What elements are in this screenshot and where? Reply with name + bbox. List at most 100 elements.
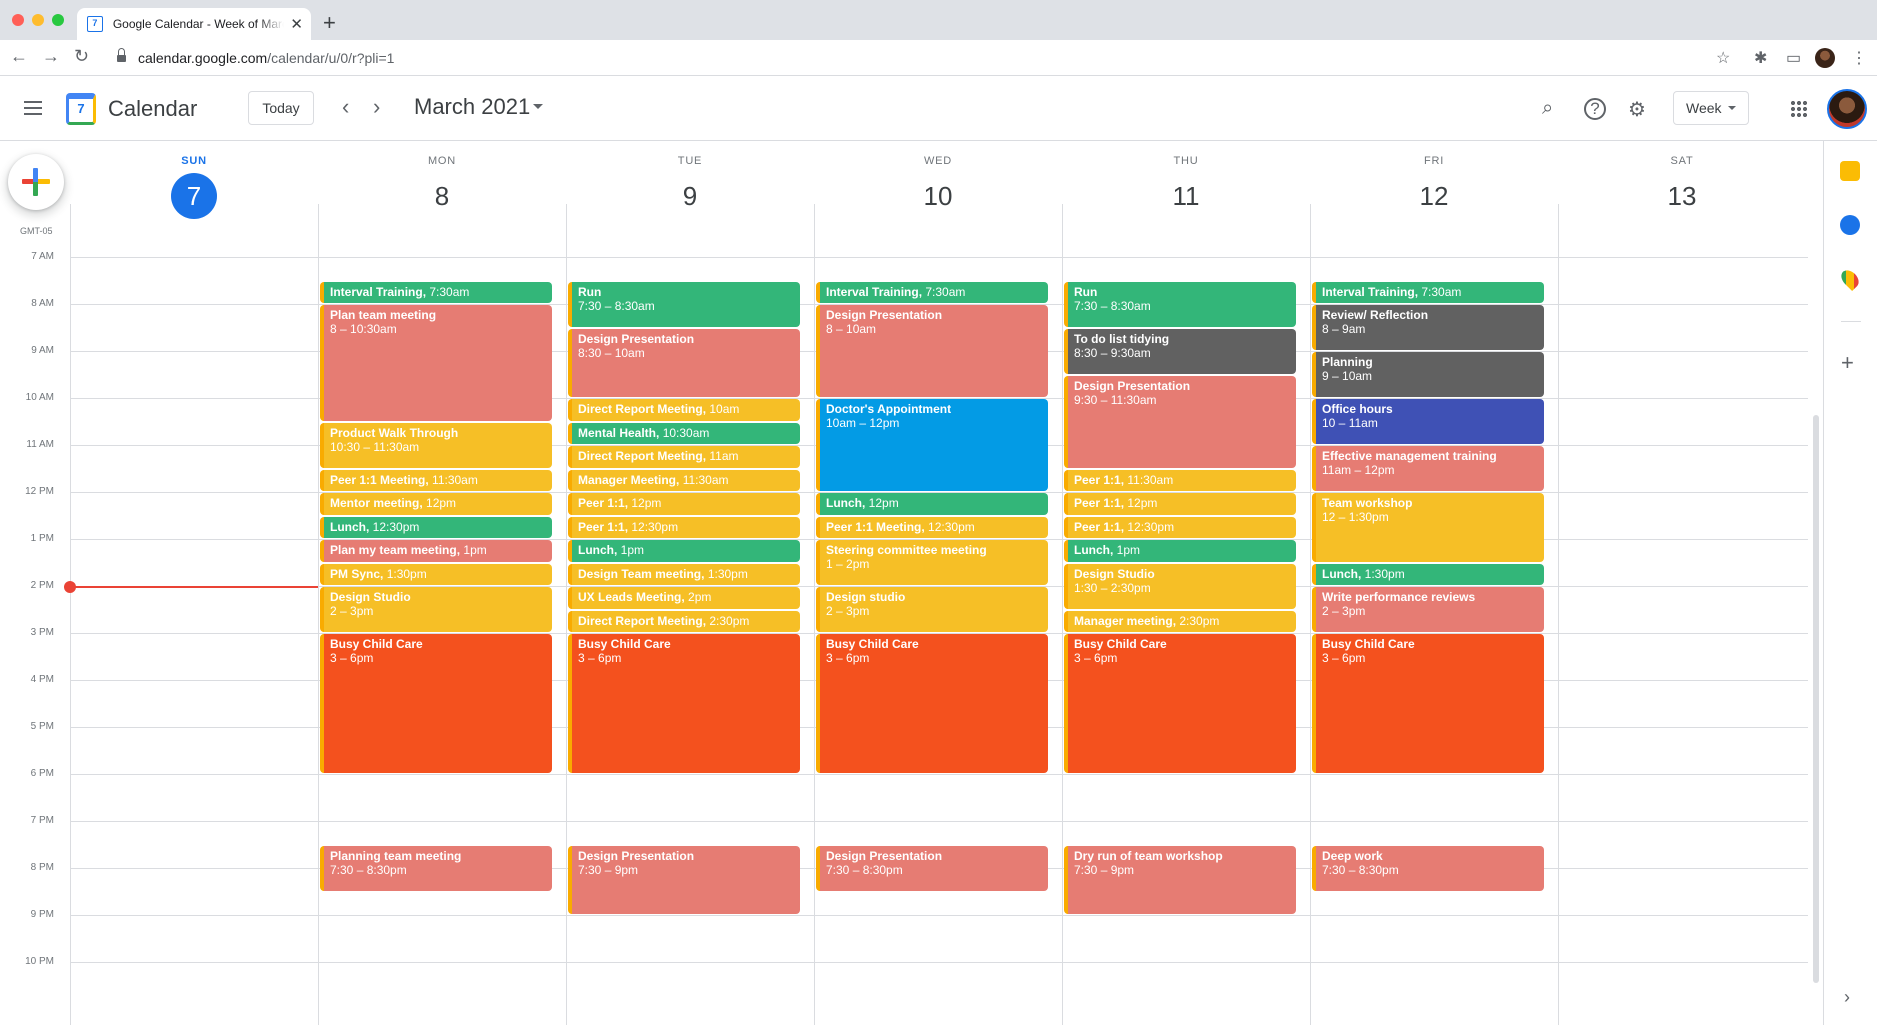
calendar-event[interactable]: Product Walk Through 10:30 – 11:30am bbox=[320, 422, 552, 468]
calendar-event[interactable]: Deep work 7:30 – 8:30pm bbox=[1312, 845, 1544, 891]
day-header-thu[interactable]: THU 11 bbox=[1062, 155, 1310, 219]
calendar-event[interactable]: Mental Health, 10:30am bbox=[568, 422, 800, 445]
calendar-event[interactable]: Manager Meeting, 11:30am bbox=[568, 469, 800, 492]
help-icon[interactable]: ? bbox=[1584, 98, 1606, 120]
calendar-event[interactable]: Design Team meeting, 1:30pm bbox=[568, 563, 800, 586]
window-close-button[interactable] bbox=[12, 14, 24, 26]
calendar-event[interactable]: Lunch, 1pm bbox=[1064, 540, 1296, 562]
forward-icon[interactable]: → bbox=[42, 46, 60, 66]
day-number[interactable]: 13 bbox=[1667, 181, 1697, 211]
back-icon[interactable]: ← bbox=[10, 46, 28, 66]
calendar-event[interactable]: Busy Child Care 3 – 6pm bbox=[816, 634, 1048, 774]
calendar-event[interactable]: Planning 9 – 10am bbox=[1312, 352, 1544, 398]
calendar-event[interactable]: Office hours 10 – 11am bbox=[1312, 399, 1544, 445]
calendar-event[interactable]: Interval Training, 7:30am bbox=[816, 281, 1048, 304]
calendar-event[interactable]: Busy Child Care 3 – 6pm bbox=[568, 634, 800, 774]
cast-icon[interactable]: ▭ bbox=[1786, 50, 1802, 67]
day-header-sun[interactable]: SUN 7 bbox=[70, 155, 318, 219]
calendar-event[interactable]: Mentor meeting, 12pm bbox=[320, 493, 552, 515]
calendar-event[interactable]: Peer 1:1, 12:30pm bbox=[568, 516, 800, 539]
calendar-event[interactable]: Busy Child Care 3 – 6pm bbox=[1312, 634, 1544, 774]
calendar-event[interactable]: Design Presentation 8 – 10am bbox=[816, 305, 1048, 398]
month-label[interactable]: March 2021 bbox=[414, 94, 531, 119]
today-button[interactable]: Today bbox=[248, 91, 314, 125]
day-number[interactable]: 10 bbox=[923, 181, 953, 211]
calendar-event[interactable]: Write performance reviews 2 – 3pm bbox=[1312, 587, 1544, 633]
calendar-event[interactable]: Manager meeting, 2:30pm bbox=[1064, 610, 1296, 633]
calendar-event[interactable]: Planning team meeting 7:30 – 8:30pm bbox=[320, 845, 552, 891]
calendar-event[interactable]: Peer 1:1 Meeting, 12:30pm bbox=[816, 516, 1048, 539]
calendar-event[interactable]: Peer 1:1 Meeting, 11:30am bbox=[320, 469, 552, 492]
calendar-event[interactable]: Peer 1:1, 11:30am bbox=[1064, 469, 1296, 492]
get-addons-icon[interactable]: + bbox=[1841, 350, 1854, 375]
calendar-event[interactable]: Design Presentation 7:30 – 9pm bbox=[568, 845, 800, 915]
bookmark-star-icon[interactable]: ☆ bbox=[1716, 50, 1731, 67]
maps-icon[interactable] bbox=[1837, 266, 1863, 292]
browser-tab[interactable]: 7 Google Calendar - Week of March 7, 202… bbox=[77, 8, 311, 40]
calendar-event[interactable]: Lunch, 12pm bbox=[816, 493, 1048, 515]
calendar-event[interactable]: Plan my team meeting, 1pm bbox=[320, 540, 552, 562]
day-number[interactable]: 8 bbox=[434, 181, 450, 211]
calendar-event[interactable]: Plan team meeting 8 – 10:30am bbox=[320, 305, 552, 421]
calendar-event[interactable]: Dry run of team workshop 7:30 – 9pm bbox=[1064, 845, 1296, 915]
calendar-event[interactable]: PM Sync, 1:30pm bbox=[320, 563, 552, 586]
month-dropdown-icon[interactable] bbox=[533, 104, 543, 109]
browser-menu-icon[interactable]: ⋮ bbox=[1851, 50, 1867, 67]
new-tab-icon[interactable]: + bbox=[323, 10, 336, 35]
calendar-event[interactable]: Peer 1:1, 12pm bbox=[568, 493, 800, 515]
calendar-event[interactable]: Busy Child Care 3 – 6pm bbox=[320, 634, 552, 774]
grid-scrollbar[interactable] bbox=[1813, 415, 1819, 983]
calendar-event[interactable]: Direct Report Meeting, 2:30pm bbox=[568, 610, 800, 633]
calendar-event[interactable]: UX Leads Meeting, 2pm bbox=[568, 587, 800, 609]
create-event-button[interactable] bbox=[8, 154, 64, 210]
tasks-icon[interactable] bbox=[1840, 215, 1860, 235]
window-zoom-button[interactable] bbox=[52, 14, 64, 26]
previous-week-icon[interactable]: ‹ bbox=[342, 94, 350, 119]
week-grid[interactable]: 7 AM 8 AM 9 AM 10 AM 11 AM 12 PM 1 PM 2 PM 3 PM 4… bbox=[25, 204, 1808, 1025]
calendar-event[interactable]: Lunch, 1:30pm bbox=[1312, 563, 1544, 586]
calendar-event[interactable]: Lunch, 1pm bbox=[568, 540, 800, 562]
keep-icon[interactable] bbox=[1840, 161, 1860, 181]
day-header-mon[interactable]: MON 8 bbox=[318, 155, 566, 219]
day-number[interactable]: 7 bbox=[171, 173, 217, 219]
calendar-event[interactable]: Run 7:30 – 8:30am bbox=[1064, 281, 1296, 327]
calendar-event[interactable]: Design studio 2 – 3pm bbox=[816, 587, 1048, 633]
view-switcher-button[interactable]: Week bbox=[1673, 91, 1749, 125]
calendar-event[interactable]: Doctor's Appointment 10am – 12pm bbox=[816, 399, 1048, 492]
day-number[interactable]: 12 bbox=[1419, 181, 1449, 211]
window-minimize-button[interactable] bbox=[32, 14, 44, 26]
browser-profile-avatar[interactable] bbox=[1815, 48, 1835, 68]
calendar-event[interactable]: Design Presentation 7:30 – 8:30pm bbox=[816, 845, 1048, 891]
google-apps-icon[interactable] bbox=[1790, 100, 1808, 118]
calendar-event[interactable]: Design Presentation 9:30 – 11:30am bbox=[1064, 375, 1296, 468]
address-bar[interactable]: calendar.google.com/calendar/u/0/r?pli=1 bbox=[138, 50, 394, 66]
calendar-event[interactable]: Direct Report Meeting, 11am bbox=[568, 446, 800, 468]
calendar-event[interactable]: Direct Report Meeting, 10am bbox=[568, 399, 800, 421]
day-header-sat[interactable]: SAT 13 bbox=[1558, 155, 1806, 219]
calendar-event[interactable]: Peer 1:1, 12pm bbox=[1064, 493, 1296, 515]
tab-close-icon[interactable]: ✕ bbox=[290, 16, 303, 33]
day-header-tue[interactable]: TUE 9 bbox=[566, 155, 814, 219]
day-header-wed[interactable]: WED 10 bbox=[814, 155, 1062, 219]
day-number[interactable]: 9 bbox=[682, 181, 698, 211]
calendar-event[interactable]: Peer 1:1, 12:30pm bbox=[1064, 516, 1296, 539]
calendar-event[interactable]: Run 7:30 – 8:30am bbox=[568, 281, 800, 327]
next-week-icon[interactable]: › bbox=[373, 94, 381, 119]
account-avatar[interactable] bbox=[1827, 89, 1867, 129]
calendar-event[interactable]: Interval Training, 7:30am bbox=[1312, 281, 1544, 304]
calendar-event[interactable]: Lunch, 12:30pm bbox=[320, 516, 552, 539]
main-menu-icon[interactable] bbox=[24, 101, 42, 119]
reload-icon[interactable]: ↻ bbox=[74, 46, 90, 66]
calendar-event[interactable]: Busy Child Care 3 – 6pm bbox=[1064, 634, 1296, 774]
calendar-event[interactable]: Interval Training, 7:30am bbox=[320, 281, 552, 304]
extensions-icon[interactable]: ✱ bbox=[1754, 50, 1768, 67]
calendar-event[interactable]: Effective management training 11am – 12pm bbox=[1312, 446, 1544, 492]
day-header-fri[interactable]: FRI 12 bbox=[1310, 155, 1558, 219]
calendar-event[interactable]: Design Studio 1:30 – 2:30pm bbox=[1064, 563, 1296, 609]
settings-gear-icon[interactable]: ⚙ bbox=[1628, 99, 1646, 121]
calendar-event[interactable]: Design Presentation 8:30 – 10am bbox=[568, 328, 800, 398]
hide-side-panel-icon[interactable]: › bbox=[1844, 987, 1850, 1007]
calendar-event[interactable]: Team workshop 12 – 1:30pm bbox=[1312, 493, 1544, 562]
calendar-event[interactable]: Steering committee meeting 1 – 2pm bbox=[816, 540, 1048, 586]
search-icon[interactable]: ⌕ bbox=[1542, 97, 1554, 119]
